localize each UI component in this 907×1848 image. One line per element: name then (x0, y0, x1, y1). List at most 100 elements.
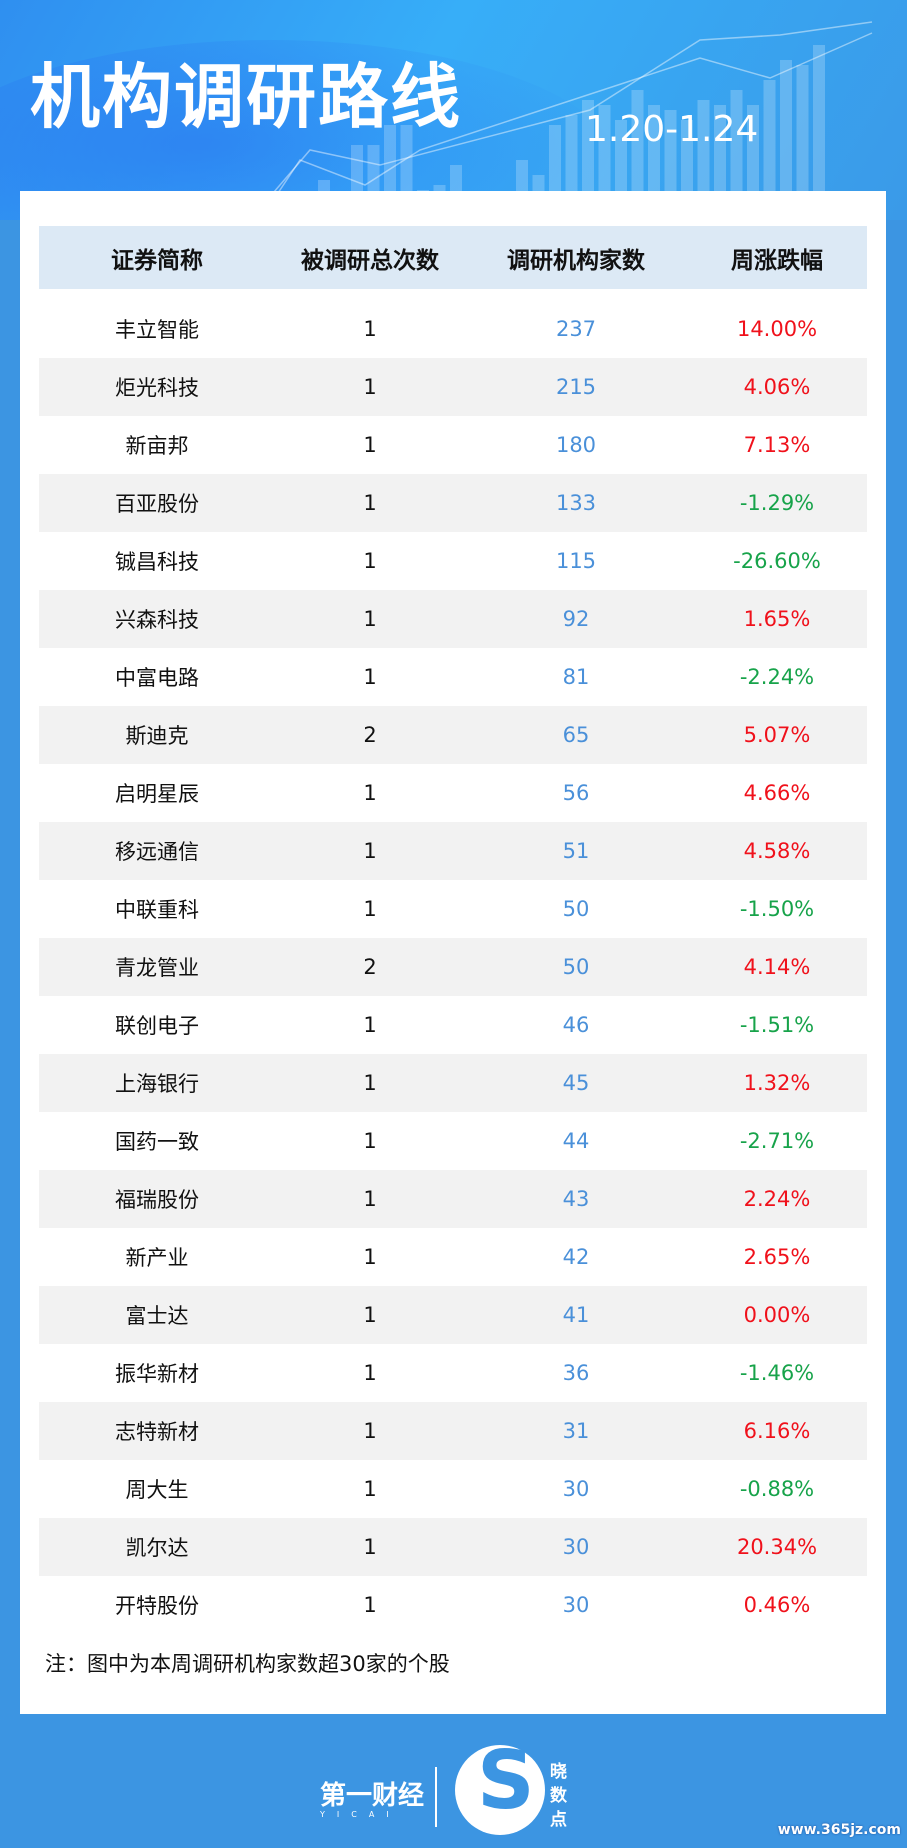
cell-weekly-change: 20.34% (736, 1535, 818, 1559)
cell-institutions: 30 (562, 1535, 590, 1559)
cell-institutions: 51 (562, 839, 590, 863)
cell-visits: 1 (363, 839, 377, 863)
xiaoshudian-logo-icon: S (455, 1741, 545, 1835)
decorative-bar (796, 65, 809, 220)
table-row: 志特新材 1 31 6.16% (39, 1402, 867, 1460)
table-row: 中联重科 1 50 -1.50% (39, 880, 867, 938)
table-row: 振华新材 1 36 -1.46% (39, 1344, 867, 1402)
cell-institutions: 237 (555, 317, 597, 341)
cell-institutions: 41 (562, 1303, 590, 1327)
cell-institutions: 43 (562, 1187, 590, 1211)
table-row: 凯尔达 1 30 20.34% (39, 1518, 867, 1576)
decorative-bar (697, 100, 710, 220)
cell-visits: 1 (363, 1361, 377, 1385)
cell-visits: 1 (363, 781, 377, 805)
table-row: 百亚股份 1 133 -1.29% (39, 474, 867, 532)
table-row: 启明星辰 1 56 4.66% (39, 764, 867, 822)
cell-name: 铖昌科技 (115, 550, 199, 574)
cell-name: 志特新材 (115, 1420, 199, 1444)
cell-institutions: 46 (562, 1013, 590, 1037)
cell-name: 启明星辰 (115, 782, 199, 806)
yicai-logo-text: 第一财经 (320, 1781, 425, 1811)
cell-weekly-change: 1.65% (743, 607, 811, 631)
table-row: 上海银行 1 45 1.32% (39, 1054, 867, 1112)
decorative-bar (631, 90, 644, 220)
cell-visits: 1 (363, 1535, 377, 1559)
cell-visits: 2 (363, 723, 377, 747)
cell-weekly-change: 4.66% (743, 781, 811, 805)
cell-visits: 1 (363, 1303, 377, 1327)
cell-weekly-change: 4.14% (743, 955, 811, 979)
column-header-weekly-change: 周涨跌幅 (731, 247, 823, 274)
decorative-bar (813, 45, 825, 220)
decorative-bar (780, 60, 792, 220)
footer: 第一财经 YICAI S 晓数点 (0, 1735, 907, 1835)
cell-name: 移远通信 (115, 840, 199, 864)
yicai-logo-en: YICAI (320, 1810, 401, 1819)
cell-weekly-change: -0.88% (739, 1477, 815, 1501)
cell-visits: 1 (363, 433, 377, 457)
cell-institutions: 92 (562, 607, 590, 631)
table-row: 炬光科技 1 215 4.06% (39, 358, 867, 416)
table-row: 新亩邦 1 180 7.13% (39, 416, 867, 474)
cell-institutions: 81 (562, 665, 590, 689)
cell-weekly-change: 7.13% (743, 433, 811, 457)
cell-name: 福瑞股份 (115, 1188, 199, 1212)
cell-weekly-change: 4.58% (743, 839, 811, 863)
table-card: 证券简称 被调研总次数 调研机构家数 周涨跌幅 丰立智能 1 237 14.00% 炬光… (20, 191, 886, 1714)
table-row: 斯迪克 2 65 5.07% (39, 706, 867, 764)
logo-divider (435, 1767, 437, 1827)
cell-weekly-change: 2.65% (743, 1245, 811, 1269)
cell-visits: 1 (363, 1071, 377, 1095)
cell-name: 国药一致 (115, 1130, 199, 1154)
decorative-bar (763, 80, 776, 220)
cell-institutions: 115 (555, 549, 597, 573)
table-body: 丰立智能 1 237 14.00% 炬光科技 1 215 4.06% 新亩邦 1 180 7.13% 百… (39, 300, 867, 1634)
cell-visits: 1 (363, 1129, 377, 1153)
cell-institutions: 31 (562, 1419, 590, 1443)
cell-visits: 1 (363, 549, 377, 573)
cell-institutions: 30 (562, 1477, 590, 1501)
header-banner: 机构调研路线 1.20-1.24 (0, 0, 907, 220)
cell-name: 丰立智能 (115, 318, 199, 342)
cell-weekly-change: 0.00% (743, 1303, 811, 1327)
table-row: 开特股份 1 30 0.46% (39, 1576, 867, 1634)
cell-visits: 1 (363, 375, 377, 399)
cell-name: 开特股份 (115, 1594, 199, 1618)
cell-weekly-change: 4.06% (743, 375, 811, 399)
watermark: www.365jz.com (777, 1822, 901, 1838)
cell-name: 新产业 (125, 1246, 189, 1270)
cell-name: 富士达 (125, 1304, 189, 1328)
cell-institutions: 30 (562, 1593, 590, 1617)
cell-institutions: 50 (562, 955, 590, 979)
cell-weekly-change: 6.16% (743, 1419, 811, 1443)
table-row: 富士达 1 41 0.00% (39, 1286, 867, 1344)
cell-weekly-change: -1.46% (739, 1361, 815, 1385)
cell-visits: 1 (363, 491, 377, 515)
cell-name: 联创电子 (115, 1014, 199, 1038)
yicai-logo: 第一财经 YICAI (320, 1775, 424, 1819)
cell-name: 斯迪克 (125, 724, 189, 748)
table-row: 周大生 1 30 -0.88% (39, 1460, 867, 1518)
decorative-line (259, 32, 873, 220)
cell-name: 中联重科 (115, 898, 199, 922)
cell-institutions: 65 (562, 723, 590, 747)
cell-institutions: 56 (562, 781, 590, 805)
table-row: 中富电路 1 81 -2.24% (39, 648, 867, 706)
cell-visits: 1 (363, 897, 377, 921)
cell-weekly-change: 2.24% (743, 1187, 811, 1211)
column-header-visits: 被调研总次数 (301, 247, 439, 274)
cell-name: 凯尔达 (125, 1536, 189, 1560)
cell-name: 炬光科技 (115, 376, 199, 400)
table-row: 丰立智能 1 237 14.00% (39, 300, 867, 358)
decorative-bar (730, 90, 743, 220)
cell-weekly-change: -26.60% (733, 549, 821, 573)
cell-visits: 1 (363, 1013, 377, 1037)
cell-name: 振华新材 (115, 1362, 199, 1386)
column-header-institutions: 调研机构家数 (507, 247, 645, 274)
cell-name: 兴森科技 (115, 608, 199, 632)
cell-name: 中富电路 (115, 666, 199, 690)
cell-institutions: 180 (555, 433, 597, 457)
table-row: 青龙管业 2 50 4.14% (39, 938, 867, 996)
date-range: 1.20-1.24 (585, 109, 759, 150)
